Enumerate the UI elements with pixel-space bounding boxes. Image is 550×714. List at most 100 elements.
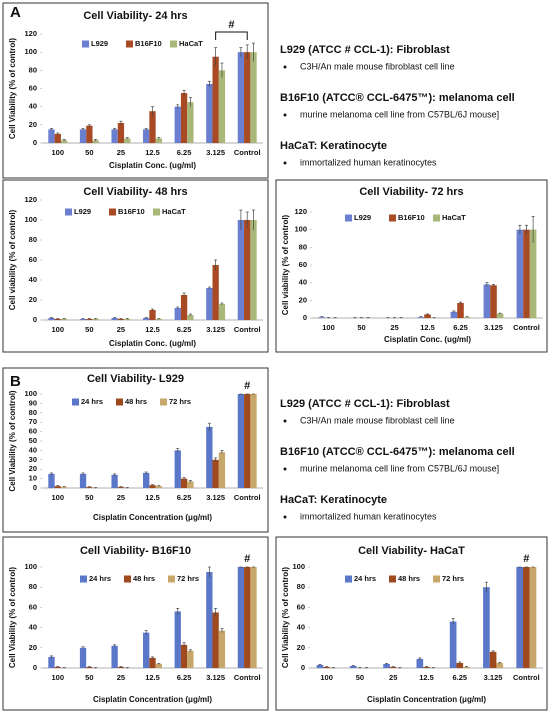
legend-label: 72 hrs [177, 574, 199, 583]
y-tick-label: 40 [299, 278, 307, 287]
bar [483, 587, 490, 668]
bar [79, 129, 87, 143]
y-tick-label: 20 [29, 464, 37, 473]
x-tick-label: Control [513, 323, 540, 332]
bar [523, 229, 530, 318]
y-tick-label: 100 [24, 389, 37, 398]
bar [149, 657, 156, 668]
bar [490, 285, 497, 318]
legend-label: L929 [354, 213, 371, 222]
legend-swatch [82, 40, 89, 48]
bar [250, 567, 257, 668]
x-tick-label: 25 [117, 493, 125, 502]
y-axis-label: Cell viability (% of control) [281, 214, 290, 315]
bar [143, 472, 150, 488]
bar [250, 52, 257, 143]
y-tick-label: 0 [301, 663, 305, 672]
bar [237, 220, 245, 320]
legend-swatch [170, 40, 177, 48]
note-bullet: immortalized human keratinocytes [300, 157, 437, 167]
x-tick-label: 50 [85, 493, 93, 502]
chart-title: Cell Viability- 24 hrs [83, 10, 187, 22]
bar [244, 52, 251, 143]
x-tick-label: 25 [117, 325, 125, 334]
legend-swatch [389, 214, 396, 222]
y-tick-label: 40 [29, 445, 37, 454]
bar [79, 473, 87, 488]
bar [124, 138, 131, 143]
bullet [283, 515, 287, 519]
bar [187, 650, 194, 668]
x-axis-label: Cisplatin Conc. (ug/ml) [109, 161, 196, 170]
bar [212, 265, 219, 320]
y-tick-label: 0 [303, 313, 307, 322]
chart-title: Cell Viability- 72 hrs [359, 186, 463, 198]
x-tick-label: Control [234, 325, 261, 334]
x-tick-label: 100 [52, 325, 65, 334]
y-tick-label: 60 [29, 427, 37, 436]
y-tick-label: 100 [294, 225, 307, 234]
annotation: # [523, 553, 529, 565]
annotation: # [244, 553, 250, 565]
bar [244, 394, 251, 488]
legend-label: B16F10 [118, 207, 145, 216]
x-tick-label: 100 [52, 148, 65, 157]
y-tick-label: 80 [29, 65, 37, 74]
legend-label: 48 hrs [133, 574, 155, 583]
bar [143, 318, 150, 320]
bar [237, 52, 245, 143]
bar [79, 647, 87, 668]
legend-swatch [389, 575, 396, 583]
note-bullet: C3H/An male mouse fibroblast cell line [300, 61, 455, 71]
significance-bracket [215, 31, 248, 40]
x-tick-label: 6.25 [452, 673, 467, 682]
y-tick-label: 100 [24, 215, 37, 224]
bar [174, 450, 181, 488]
x-tick-label: 12.5 [145, 493, 160, 502]
legend-swatch [124, 575, 131, 583]
bar [111, 318, 118, 320]
legend-swatch [80, 575, 87, 583]
x-tick-label: 12.5 [145, 325, 160, 334]
legend-label: B16F10 [135, 39, 162, 48]
bar [318, 317, 326, 318]
x-axis-label: Cisplatin Conc. (ug/ml) [109, 339, 196, 348]
y-tick-label: 40 [29, 623, 37, 632]
legend-swatch [168, 575, 175, 583]
bar [237, 567, 245, 668]
x-tick-label: 12.5 [420, 323, 435, 332]
bar [60, 140, 68, 143]
bar [187, 315, 194, 320]
bar [449, 621, 457, 668]
bar [111, 129, 118, 143]
bar [463, 317, 471, 318]
y-axis-label: Cell viability (% of control) [8, 209, 17, 310]
bar [86, 125, 93, 143]
x-tick-label: Control [234, 493, 261, 502]
bar [187, 481, 194, 488]
bar [529, 229, 537, 318]
y-tick-label: 20 [299, 295, 307, 304]
chart-frame [2, 367, 269, 533]
y-tick-label: 80 [29, 582, 37, 591]
bar [174, 308, 181, 320]
x-tick-label: Control [234, 673, 261, 682]
x-tick-label: 6.25 [177, 325, 192, 334]
annotation: # [244, 380, 250, 392]
x-tick-label: 6.25 [453, 323, 468, 332]
x-tick-label: 25 [117, 673, 125, 682]
bullet [283, 419, 287, 423]
bar [143, 632, 150, 668]
y-axis-label: Cell Viability (% of control) [8, 38, 17, 140]
bar [250, 220, 257, 320]
y-tick-label: 0 [33, 663, 37, 672]
panel-label: A [10, 4, 21, 21]
chart-frame [275, 536, 548, 711]
bar [180, 93, 188, 143]
legend-swatch [109, 208, 116, 216]
legend-swatch [126, 40, 133, 48]
y-tick-label: 80 [29, 235, 37, 244]
bar [529, 567, 537, 668]
y-tick-label: 40 [29, 275, 37, 284]
bullet [283, 65, 287, 69]
